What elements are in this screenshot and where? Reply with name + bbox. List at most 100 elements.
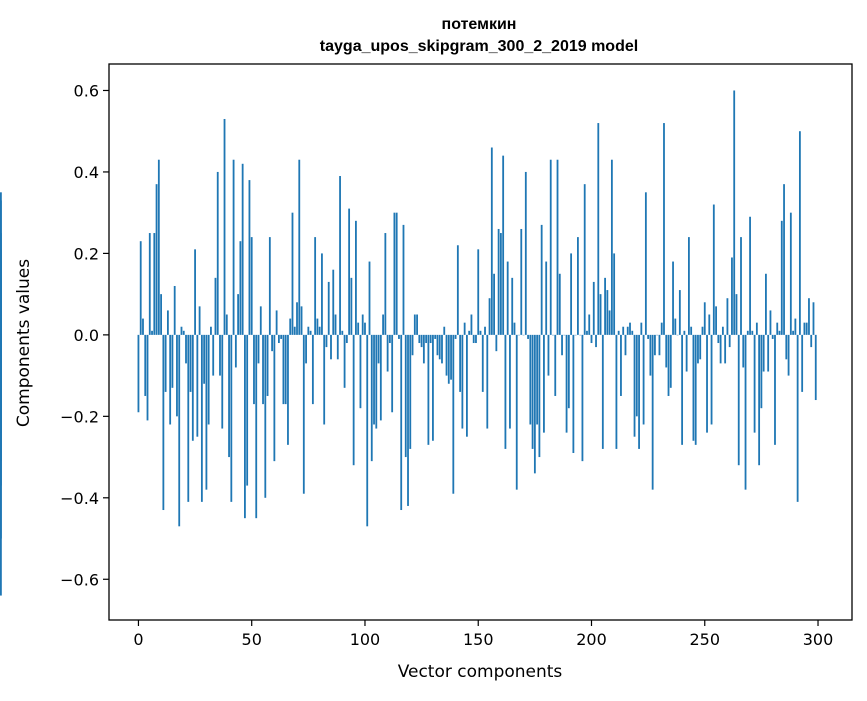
bar-14 [169, 335, 171, 425]
bar-78 [314, 237, 316, 335]
bar-255 [715, 306, 717, 335]
bar-20 [183, 331, 185, 335]
bar-237 [674, 319, 676, 335]
bar-7 [153, 233, 155, 335]
bar-98 [360, 335, 362, 408]
bar-276 [763, 335, 765, 372]
bar-154 [486, 335, 488, 429]
bar-106 [378, 335, 380, 364]
bar-113 [394, 213, 396, 335]
bar-199 [588, 315, 590, 335]
bar-263 [733, 90, 735, 334]
x-tick-label-250: 250 [689, 630, 720, 649]
bar-134 [441, 335, 443, 364]
bar-246 [695, 335, 697, 445]
bar-48 [246, 335, 248, 486]
bar-157 [493, 274, 495, 335]
bar-189 [566, 335, 568, 433]
bar-232 [663, 123, 665, 335]
bar-260 [727, 298, 729, 335]
bar-160 [500, 233, 502, 335]
bar-151 [480, 331, 482, 335]
bar-34 [215, 278, 217, 335]
bar-259 [724, 335, 726, 364]
bar-21 [185, 335, 187, 364]
bar-296 [808, 298, 810, 335]
bar-37 [221, 335, 223, 429]
bar-49 [249, 180, 251, 335]
bar-56 [264, 335, 266, 498]
bar-284 [781, 221, 783, 335]
bar-197 [584, 184, 586, 335]
bar-161 [502, 156, 504, 335]
bar-142 [459, 335, 461, 392]
y-tick-label-1: −0.4 [60, 489, 99, 508]
y-tick-label-6: 0.6 [74, 81, 99, 100]
bar-280 [772, 335, 774, 339]
bar-88 [337, 335, 339, 359]
bar-41 [230, 335, 232, 502]
bar-107 [380, 335, 382, 421]
bar-202 [595, 335, 597, 347]
bar-156 [491, 148, 493, 335]
bar-101 [366, 335, 368, 526]
bar-200 [591, 335, 593, 343]
bar-109 [384, 233, 386, 335]
bar-174 [532, 335, 534, 449]
bars-group [0, 90, 817, 595]
bar-104 [373, 335, 375, 425]
y-tick-label-5: 0.4 [74, 163, 99, 182]
bar-17 [176, 335, 178, 416]
bar-129 [430, 335, 432, 343]
bar-194 [577, 237, 579, 335]
bar-264 [736, 294, 738, 335]
bar-249 [702, 327, 704, 335]
bar-122 [414, 315, 416, 335]
bar-266 [740, 237, 742, 335]
bar-177 [538, 335, 540, 457]
bar-223 [643, 335, 645, 425]
bar-288 [790, 213, 792, 335]
bar-83 [326, 335, 328, 347]
bar-251 [706, 335, 708, 433]
bar-75 [307, 327, 309, 335]
bar-69 [294, 327, 296, 335]
x-tick-label-50: 50 [242, 630, 262, 649]
bar-289 [792, 331, 794, 335]
bar-90 [341, 331, 343, 335]
bar-233 [665, 335, 667, 368]
bar-256 [717, 335, 719, 343]
bar-215 [625, 335, 627, 355]
bar-258 [722, 327, 724, 335]
bar-126 [423, 335, 425, 364]
chart-title-line2: tayga_upos_skipgram_300_2_2019 model [320, 38, 638, 55]
bar-210 [613, 253, 615, 334]
bar-127 [425, 335, 427, 343]
bar-261 [729, 335, 731, 347]
bar-84 [328, 282, 330, 335]
bar-110 [387, 335, 389, 372]
bar-248 [699, 335, 701, 359]
bar-61 [276, 310, 278, 334]
bar-184 [554, 335, 556, 396]
bar-175 [534, 335, 536, 473]
bar-11 [162, 335, 164, 510]
bar-201 [593, 282, 595, 335]
bar-128 [427, 335, 429, 445]
bar-147 [471, 315, 473, 335]
bar-136 [446, 335, 448, 376]
bar-29 [203, 335, 205, 384]
bar-72 [301, 306, 303, 335]
bar-182 [550, 160, 552, 335]
y-axis-label: Components values [14, 259, 34, 427]
bar-143 [461, 335, 463, 429]
bar-172 [527, 335, 529, 339]
bar-141 [457, 245, 459, 335]
bar-105 [375, 335, 377, 429]
bar-148 [473, 335, 475, 343]
bar-292 [799, 131, 801, 335]
bar-121 [412, 335, 414, 355]
bar-163 [507, 262, 509, 335]
bar-245 [693, 335, 695, 441]
